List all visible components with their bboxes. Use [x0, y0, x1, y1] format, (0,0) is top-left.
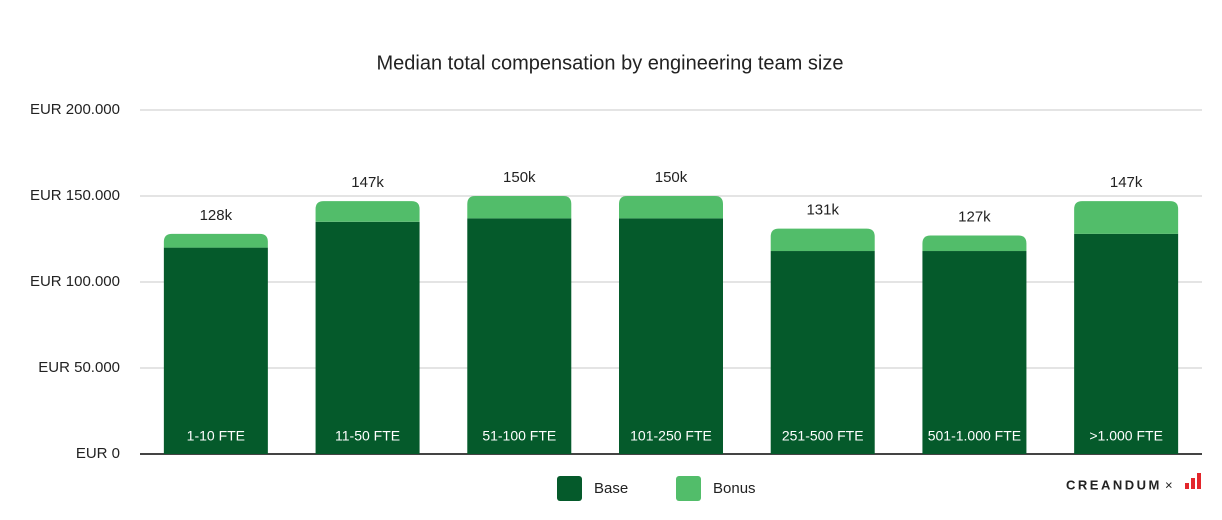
total-label: 150k — [655, 169, 688, 186]
total-label-bg — [189, 204, 242, 227]
x-tick-label: >1.000 FTE — [1089, 428, 1163, 444]
bar-segment — [922, 235, 1027, 252]
x-tick-label: 251-500 FTE — [782, 428, 864, 444]
total-label: 147k — [351, 174, 384, 191]
brand-suffix: × — [1165, 477, 1173, 492]
legend-label: Bonus — [713, 480, 756, 497]
bar-segment — [619, 218, 723, 454]
bar-segment — [315, 221, 420, 454]
bar-segment — [619, 196, 723, 219]
x-tick-label: 1-10 FTE — [187, 428, 245, 444]
brand-logo — [1185, 473, 1201, 489]
bar-segment — [770, 251, 875, 454]
x-tick-label: 11-50 FTE — [335, 428, 400, 444]
bar-segment — [163, 233, 268, 248]
x-tick-label: 51-100 FTE — [482, 428, 556, 444]
total-label-bg — [493, 167, 546, 189]
bar-segment — [315, 201, 420, 222]
bar-segment — [467, 196, 572, 219]
brand: CREANDUM — [1066, 477, 1162, 492]
y-tick-label: EUR 100.000 — [30, 273, 120, 290]
x-tick-label: 101-250 FTE — [630, 428, 712, 444]
x-tick-label: 501-1.000 FTE — [928, 428, 1021, 444]
bar-segment — [467, 218, 572, 454]
bar-segment — [770, 228, 875, 252]
total-label-bg — [645, 167, 697, 189]
legend-label: Base — [594, 480, 628, 497]
chart-title: Median total compensation by engineering… — [377, 52, 844, 74]
bar-segment — [1074, 233, 1179, 454]
total-label: 131k — [806, 202, 839, 219]
y-tick-label: EUR 50.000 — [38, 359, 120, 376]
total-label: 127k — [958, 209, 991, 226]
bar-segment — [163, 247, 268, 454]
legend-swatch — [676, 476, 701, 501]
total-label: 128k — [200, 207, 233, 224]
y-tick-label: EUR 0 — [76, 445, 120, 462]
legend-swatch — [557, 476, 582, 501]
total-label-bg — [796, 199, 849, 222]
total-label-bg — [948, 206, 1001, 229]
y-tick-label: EUR 200.000 — [30, 101, 120, 118]
total-label-bg — [1100, 172, 1153, 195]
total-label: 147k — [1110, 174, 1143, 191]
total-label: 150k — [503, 169, 536, 186]
bar-segment — [1074, 201, 1179, 234]
total-label-bg — [341, 172, 394, 195]
y-tick-label: EUR 150.000 — [30, 187, 120, 204]
bar-segment — [922, 251, 1027, 454]
